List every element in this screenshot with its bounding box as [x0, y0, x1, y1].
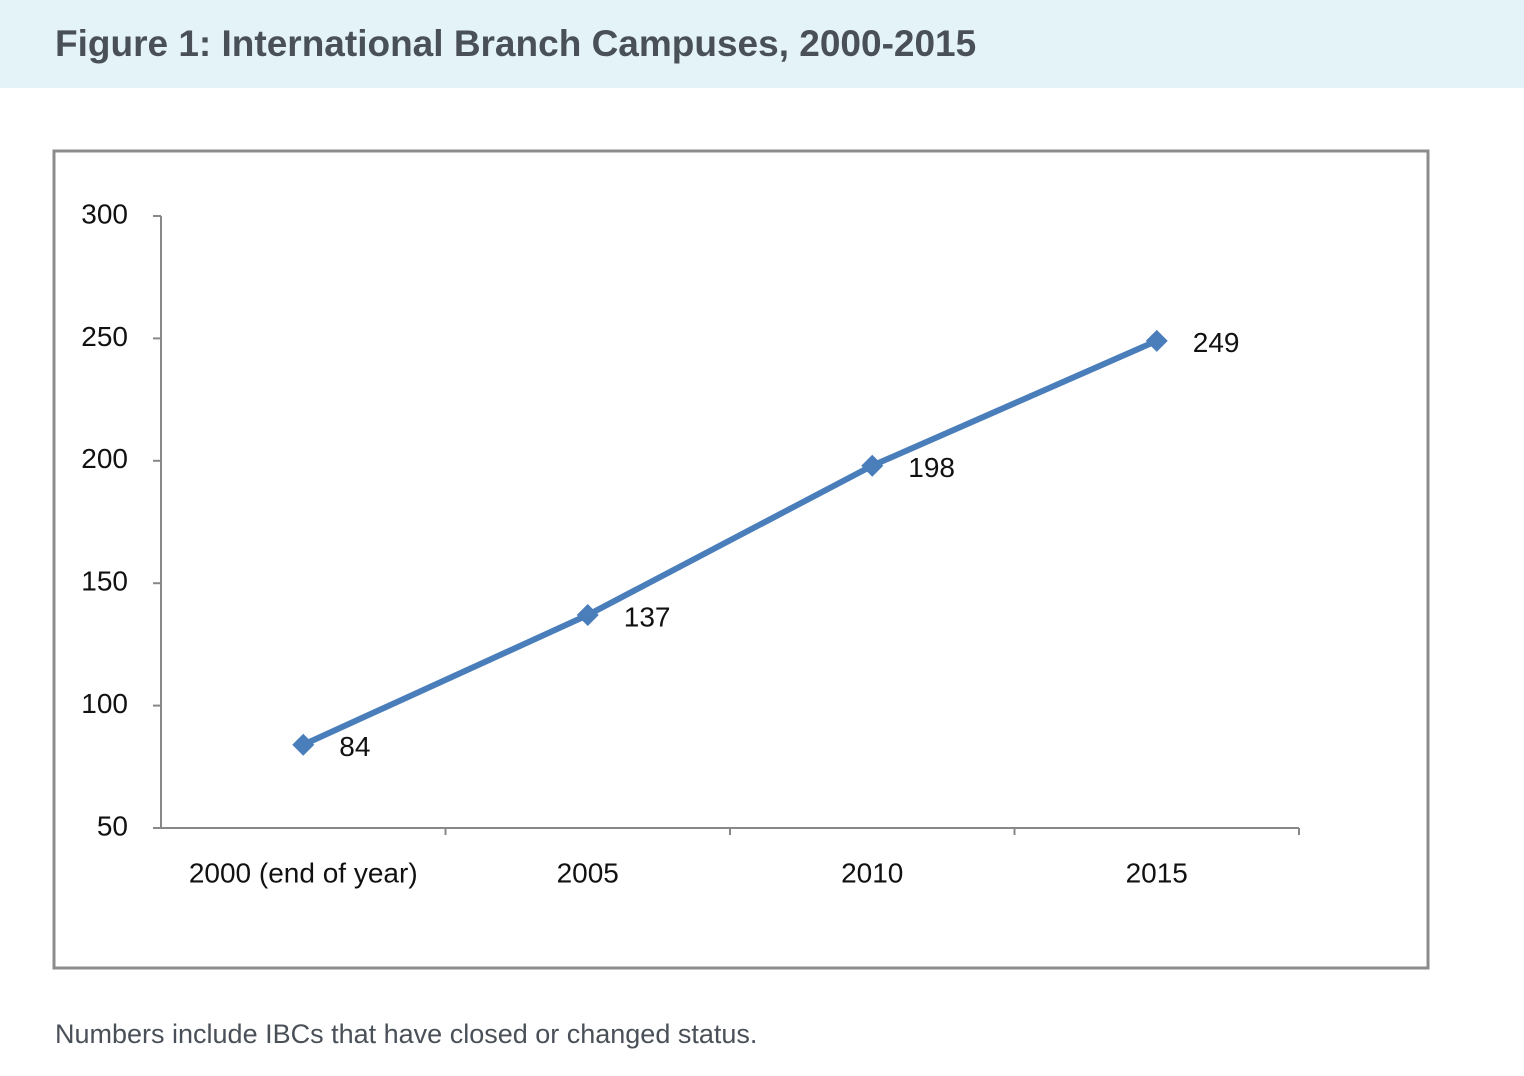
- header-band: [0, 0, 1524, 88]
- value-label: 84: [339, 731, 370, 762]
- chart-frame: [52, 149, 1430, 970]
- y-tick-label: 50: [97, 810, 128, 841]
- data-line: [302, 338, 1158, 748]
- y-tick-label: 150: [81, 566, 128, 597]
- y-tick-label: 100: [81, 688, 128, 719]
- value-label: 198: [908, 452, 955, 483]
- y-tick-label: 200: [81, 443, 128, 474]
- footnote: Numbers include IBCs that have closed or…: [55, 1019, 757, 1049]
- y-tick-label: 250: [81, 321, 128, 352]
- marker: [576, 604, 599, 627]
- x-tick-label: 2000 (end of year): [189, 857, 418, 888]
- x-tick-label: 2015: [1126, 857, 1188, 888]
- x-tick-label: 2010: [841, 857, 903, 888]
- marker: [1145, 329, 1168, 352]
- marker: [292, 733, 315, 756]
- value-label: 137: [624, 601, 671, 632]
- value-label: 249: [1193, 327, 1240, 358]
- marker: [861, 454, 884, 477]
- chart-title: Figure 1: International Branch Campuses,…: [55, 23, 976, 64]
- x-tick-label: 2005: [557, 857, 619, 888]
- y-tick-label: 300: [81, 198, 128, 229]
